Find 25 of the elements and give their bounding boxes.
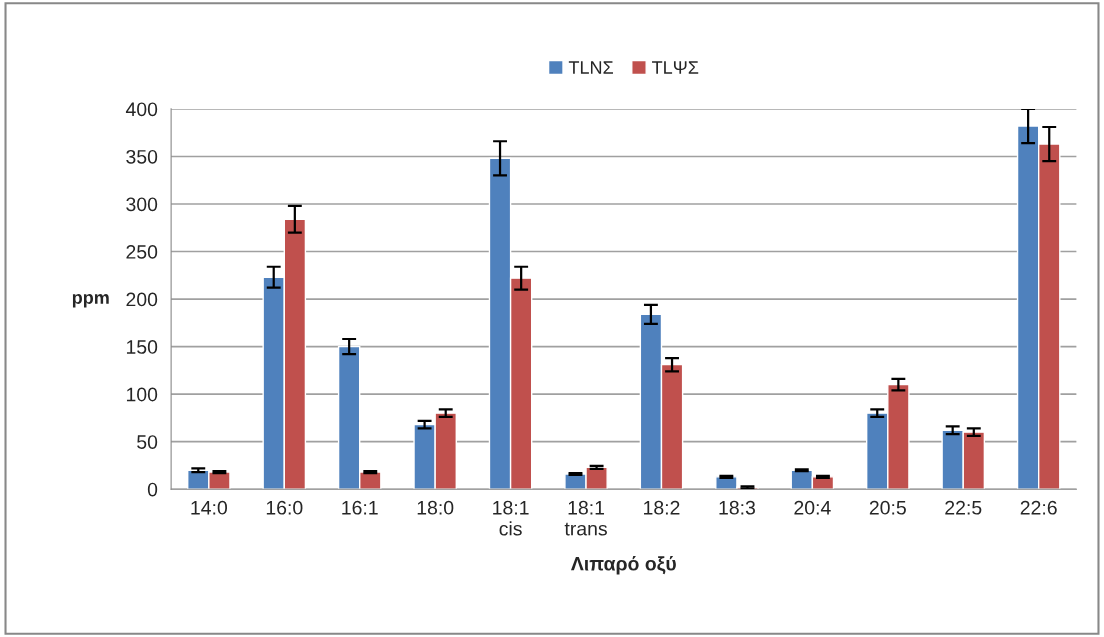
- y-axis-title: ppm: [72, 294, 109, 308]
- y-tick-label: 50: [137, 435, 158, 449]
- x-tick-label: 16:0: [266, 500, 303, 515]
- y-tick-label: 400: [125, 102, 158, 117]
- x-tick-label: 20:4: [794, 500, 831, 515]
- y-tick-label: 0: [147, 482, 158, 497]
- x-tick-label: 22:5: [945, 500, 982, 515]
- x-tick-label: 14:0: [191, 500, 227, 515]
- x-tick-label: 18:1 trans: [564, 500, 607, 536]
- y-tick-label: 250: [126, 245, 158, 259]
- y-tick-label: 200: [126, 292, 158, 307]
- y-tick-label: 300: [126, 197, 158, 212]
- y-tick-label: 350: [126, 149, 158, 164]
- x-axis-title: Λιπαρό οξύ: [570, 556, 676, 575]
- x-tick-label: 22:6: [1020, 500, 1057, 515]
- x-tick-label: 18:1 cis: [493, 500, 529, 536]
- x-tick-label: 18:2: [644, 500, 680, 515]
- x-tick-label: 20:5: [869, 500, 906, 515]
- legend-label: TLΨΣ: [652, 61, 699, 74]
- x-tick-label: 18:3: [719, 500, 755, 515]
- y-tick-label: 100: [126, 387, 158, 402]
- x-tick-label: 18:0: [417, 500, 454, 515]
- y-tick-label: 150: [126, 340, 158, 354]
- legend-label: TLNΣ: [568, 61, 613, 74]
- x-tick-label: 16:1: [342, 500, 378, 515]
